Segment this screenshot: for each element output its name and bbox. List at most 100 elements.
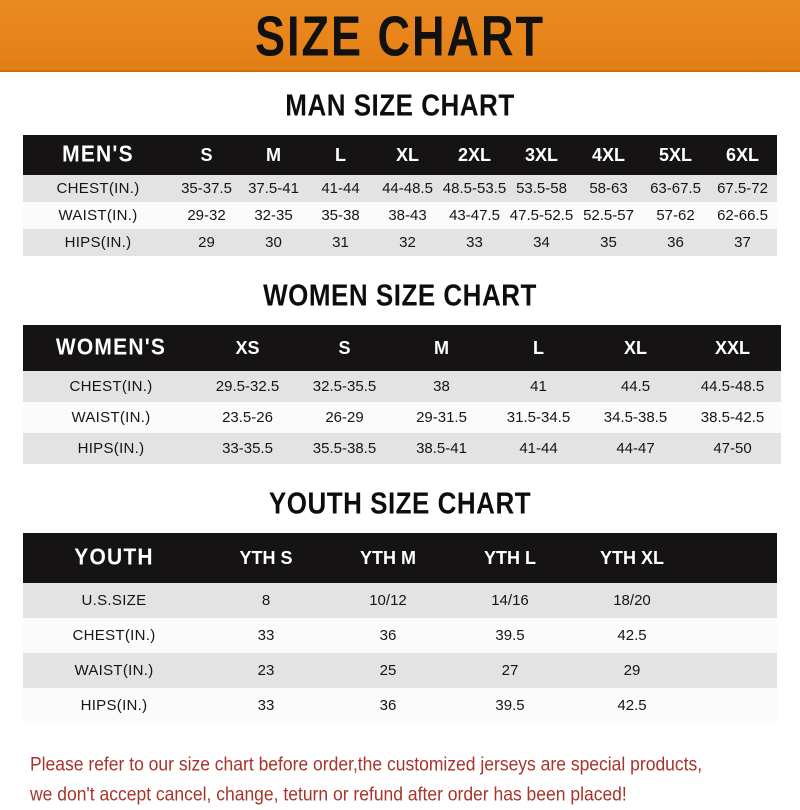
table-cell-filler bbox=[693, 653, 777, 688]
page-banner: SIZE CHART bbox=[0, 0, 800, 72]
table-cell-filler bbox=[693, 618, 777, 653]
table-cell: 10/12 bbox=[327, 583, 449, 618]
table-cell: 32-35 bbox=[240, 202, 307, 229]
table-cell: 32.5-35.5 bbox=[296, 371, 393, 402]
man-size-table: MEN'S S M L XL 2XL 3XL 4XL 5XL 6XL CHEST(IN.) 35-37… bbox=[23, 135, 777, 256]
table-cell: 39.5 bbox=[449, 688, 571, 723]
man-table-header-row: MEN'S S M L XL 2XL 3XL 4XL 5XL 6XL bbox=[23, 135, 777, 175]
youth-row-label-header: YOUTH bbox=[23, 533, 205, 583]
women-row-label-header: WOMEN'S bbox=[23, 325, 199, 371]
women-size-table: WOMEN'S XS S M L XL XXL CHEST(IN.) 29.5-32.5 32.5… bbox=[23, 325, 781, 464]
table-cell: 58-63 bbox=[575, 175, 642, 202]
man-row-label: WAIST(IN.) bbox=[23, 202, 173, 229]
table-cell: 34 bbox=[508, 229, 575, 256]
man-size-header-m: M bbox=[240, 135, 307, 175]
women-row-label: WAIST(IN.) bbox=[23, 402, 199, 433]
table-cell: 23 bbox=[205, 653, 327, 688]
table-cell: 53.5-58 bbox=[508, 175, 575, 202]
table-cell: 38 bbox=[393, 371, 490, 402]
table-cell: 44.5 bbox=[587, 371, 684, 402]
man-size-header-5xl: 5XL bbox=[642, 135, 709, 175]
order-policy-note-line-1: Please refer to our size chart before or… bbox=[30, 752, 703, 775]
table-cell: 29-31.5 bbox=[393, 402, 490, 433]
youth-size-header-yth-l: YTH L bbox=[449, 533, 571, 583]
youth-row-label: U.S.SIZE bbox=[23, 583, 205, 618]
table-cell-filler bbox=[776, 175, 777, 202]
table-cell: 29 bbox=[173, 229, 240, 256]
table-cell: 48.5-53.5 bbox=[441, 175, 508, 202]
table-cell: 14/16 bbox=[449, 583, 571, 618]
man-size-header-2xl: 2XL bbox=[441, 135, 508, 175]
table-row: HIPS(IN.) 29 30 31 32 33 34 35 36 37 bbox=[23, 229, 777, 256]
table-cell-filler bbox=[693, 583, 777, 618]
table-cell-filler bbox=[776, 229, 777, 256]
man-size-header-s: S bbox=[173, 135, 240, 175]
table-cell: 31 bbox=[307, 229, 374, 256]
table-row: HIPS(IN.) 33-35.5 35.5-38.5 38.5-41 41-44 44-… bbox=[23, 433, 781, 464]
youth-size-header-yth-m: YTH M bbox=[327, 533, 449, 583]
table-cell: 36 bbox=[642, 229, 709, 256]
table-cell: 27 bbox=[449, 653, 571, 688]
women-size-header-xl: XL bbox=[587, 325, 684, 371]
table-cell: 35 bbox=[575, 229, 642, 256]
women-size-header-xs: XS bbox=[199, 325, 296, 371]
table-cell: 36 bbox=[327, 618, 449, 653]
table-row: WAIST(IN.) 23.5-26 26-29 29-31.5 31.5-34.5 34… bbox=[23, 402, 781, 433]
youth-row-label: CHEST(IN.) bbox=[23, 618, 205, 653]
youth-size-header-yth-xl: YTH XL bbox=[571, 533, 693, 583]
table-cell: 41-44 bbox=[307, 175, 374, 202]
table-cell: 37.5-41 bbox=[240, 175, 307, 202]
table-cell: 63-67.5 bbox=[642, 175, 709, 202]
table-cell: 33 bbox=[441, 229, 508, 256]
man-size-table-wrap: MEN'S S M L XL 2XL 3XL 4XL 5XL 6XL CHEST(IN.) 35-37… bbox=[23, 135, 777, 256]
table-cell: 29 bbox=[571, 653, 693, 688]
table-cell: 35-37.5 bbox=[173, 175, 240, 202]
man-size-header-6xl: 6XL bbox=[709, 135, 776, 175]
table-cell: 62-66.5 bbox=[709, 202, 776, 229]
page-title: SIZE CHART bbox=[254, 4, 546, 68]
man-row-label: CHEST(IN.) bbox=[23, 175, 173, 202]
youth-size-table-wrap: YOUTH YTH S YTH M YTH L YTH XL U.S.SIZE 8 10/12… bbox=[23, 533, 777, 723]
table-cell: 35.5-38.5 bbox=[296, 433, 393, 464]
table-cell: 43-47.5 bbox=[441, 202, 508, 229]
section-title-man: MAN SIZE CHART bbox=[285, 87, 515, 123]
table-row: WAIST(IN.) 23 25 27 29 bbox=[23, 653, 777, 688]
table-cell: 30 bbox=[240, 229, 307, 256]
table-cell: 42.5 bbox=[571, 618, 693, 653]
table-cell: 38.5-42.5 bbox=[684, 402, 781, 433]
table-cell: 33 bbox=[205, 618, 327, 653]
man-header-filler bbox=[776, 135, 777, 175]
order-policy-note: Please refer to our size chart before or… bbox=[30, 749, 800, 810]
women-row-label: HIPS(IN.) bbox=[23, 433, 199, 464]
women-size-header-m: M bbox=[393, 325, 490, 371]
table-cell: 25 bbox=[327, 653, 449, 688]
youth-row-label: HIPS(IN.) bbox=[23, 688, 205, 723]
table-cell: 57-62 bbox=[642, 202, 709, 229]
section-title-youth: YOUTH SIZE CHART bbox=[268, 485, 532, 521]
table-cell: 42.5 bbox=[571, 688, 693, 723]
man-size-header-xl: XL bbox=[374, 135, 441, 175]
women-row-label: CHEST(IN.) bbox=[23, 371, 199, 402]
youth-size-header-yth-s: YTH S bbox=[205, 533, 327, 583]
order-policy-note-line-2: we don't accept cancel, change, teturn o… bbox=[30, 782, 627, 806]
table-cell: 33-35.5 bbox=[199, 433, 296, 464]
women-size-header-s: S bbox=[296, 325, 393, 371]
table-cell: 37 bbox=[709, 229, 776, 256]
table-cell: 67.5-72 bbox=[709, 175, 776, 202]
table-row: U.S.SIZE 8 10/12 14/16 18/20 bbox=[23, 583, 777, 618]
youth-row-label: WAIST(IN.) bbox=[23, 653, 205, 688]
table-cell: 39.5 bbox=[449, 618, 571, 653]
table-cell: 26-29 bbox=[296, 402, 393, 433]
table-cell: 52.5-57 bbox=[575, 202, 642, 229]
youth-header-filler bbox=[693, 533, 777, 583]
women-size-header-xxl: XXL bbox=[684, 325, 781, 371]
table-cell: 41 bbox=[490, 371, 587, 402]
table-cell: 33 bbox=[205, 688, 327, 723]
table-cell: 44-48.5 bbox=[374, 175, 441, 202]
man-row-label-header: MEN'S bbox=[23, 135, 173, 175]
table-cell-filler bbox=[776, 202, 777, 229]
man-row-label: HIPS(IN.) bbox=[23, 229, 173, 256]
table-cell: 8 bbox=[205, 583, 327, 618]
table-cell: 35-38 bbox=[307, 202, 374, 229]
